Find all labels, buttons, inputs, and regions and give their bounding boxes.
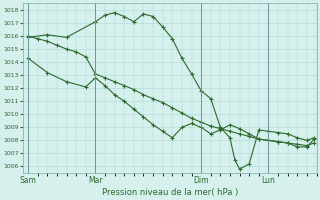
X-axis label: Pression niveau de la mer( hPa ): Pression niveau de la mer( hPa ) bbox=[102, 188, 238, 197]
